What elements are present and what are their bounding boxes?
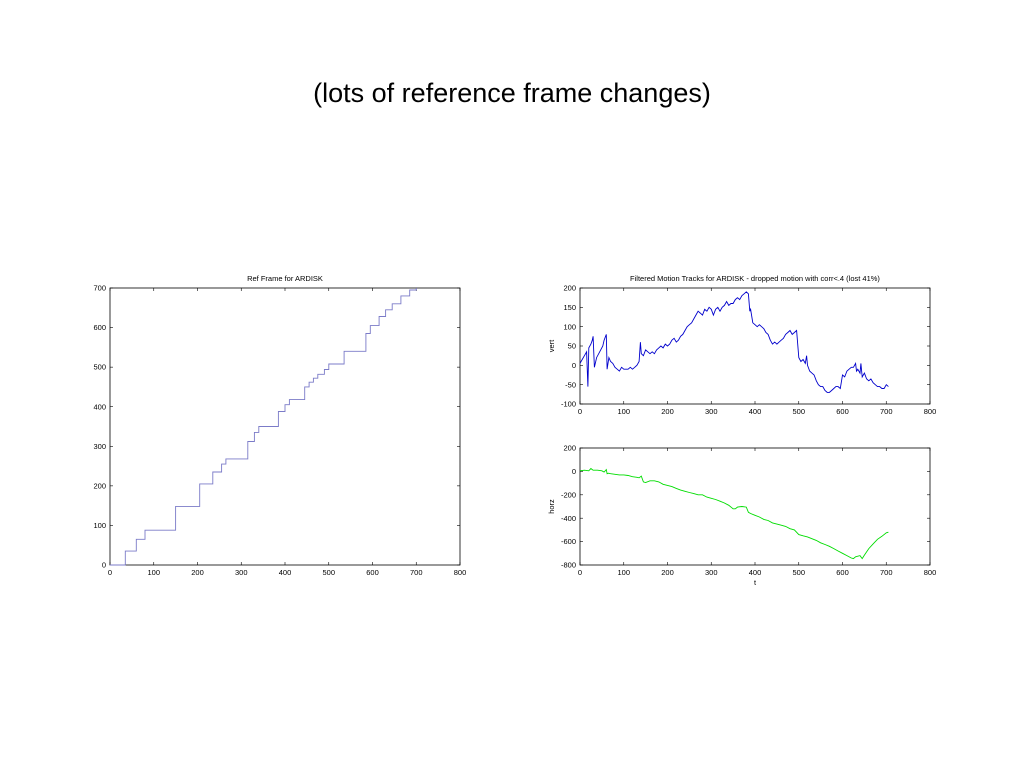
- x-tick-label: 200: [661, 407, 674, 416]
- x-tick-label: 800: [924, 568, 937, 577]
- x-tick-label: 100: [617, 568, 630, 577]
- axes-box: [579, 447, 931, 566]
- horizontal-motion-chart: 0 100 200 300 400 500 600 700 800 -800 -600 -400 -20…: [547, 444, 937, 587]
- x-tick-label: 0: [578, 407, 582, 416]
- slide-title: (lots of reference frame changes): [313, 78, 711, 108]
- x-tick-label: 800: [924, 407, 937, 416]
- x-tick-label: 100: [147, 568, 160, 577]
- x-tick-label: 200: [661, 568, 674, 577]
- chart-title: Filtered Motion Tracks for ARDISK - drop…: [630, 274, 880, 283]
- x-tick-label: 0: [108, 568, 112, 577]
- y-tick-label: -100: [561, 400, 576, 409]
- y-tick-label: -800: [561, 561, 576, 570]
- x-tick-label: 500: [322, 568, 335, 577]
- x-tick-label: 800: [454, 568, 467, 577]
- x-tick-label: 400: [749, 407, 762, 416]
- x-tick-label: 700: [880, 568, 893, 577]
- chart-title: Ref Frame for ARDISK: [247, 274, 323, 283]
- y-tick-label: 150: [563, 303, 576, 312]
- x-tick-label: 600: [836, 407, 849, 416]
- y-axis-label: vert: [547, 339, 556, 352]
- x-tick-label: 700: [410, 568, 423, 577]
- x-tick-label: 100: [617, 407, 630, 416]
- y-tick-label: 50: [568, 342, 576, 351]
- y-tick-label: 200: [563, 444, 576, 453]
- x-tick-label: 500: [792, 568, 805, 577]
- y-tick-label: 400: [93, 402, 106, 411]
- ref-frame-chart: Ref Frame for ARDISK 0 100 200 300 400 500 600 7…: [93, 274, 467, 577]
- y-tick-label: 700: [93, 284, 106, 293]
- y-tick-label: 200: [563, 284, 576, 293]
- axes-box: [109, 287, 461, 566]
- y-tick-label: 300: [93, 442, 106, 451]
- x-tick-label: 300: [705, 407, 718, 416]
- x-tick-label: 500: [792, 407, 805, 416]
- y-tick-label: 200: [93, 481, 106, 490]
- y-tick-label: 0: [572, 467, 576, 476]
- y-tick-label: 0: [102, 561, 106, 570]
- y-tick-label: 600: [93, 323, 106, 332]
- x-tick-label: 300: [705, 568, 718, 577]
- y-tick-label: -400: [561, 514, 576, 523]
- x-axis-label: t: [754, 578, 757, 587]
- x-tick-label: 300: [235, 568, 248, 577]
- series-line: [579, 467, 889, 560]
- x-tick-label: 0: [578, 568, 582, 577]
- x-tick-label: 400: [749, 568, 762, 577]
- y-tick-label: -200: [561, 490, 576, 499]
- y-tick-label: 100: [93, 521, 106, 530]
- series-line: [110, 288, 417, 566]
- x-tick-label: 600: [836, 568, 849, 577]
- vertical-motion-chart: Filtered Motion Tracks for ARDISK - drop…: [547, 274, 937, 416]
- y-tick-label: 100: [563, 322, 576, 331]
- x-tick-label: 700: [880, 407, 893, 416]
- y-tick-label: -50: [565, 380, 576, 389]
- x-tick-label: 200: [191, 568, 204, 577]
- y-tick-label: 0: [572, 361, 576, 370]
- x-tick-label: 600: [366, 568, 379, 577]
- y-tick-label: 500: [93, 363, 106, 372]
- x-tick-label: 400: [279, 568, 292, 577]
- y-tick-label: -600: [561, 537, 576, 546]
- series-line: [579, 291, 889, 393]
- y-axis-label: horz: [547, 499, 556, 514]
